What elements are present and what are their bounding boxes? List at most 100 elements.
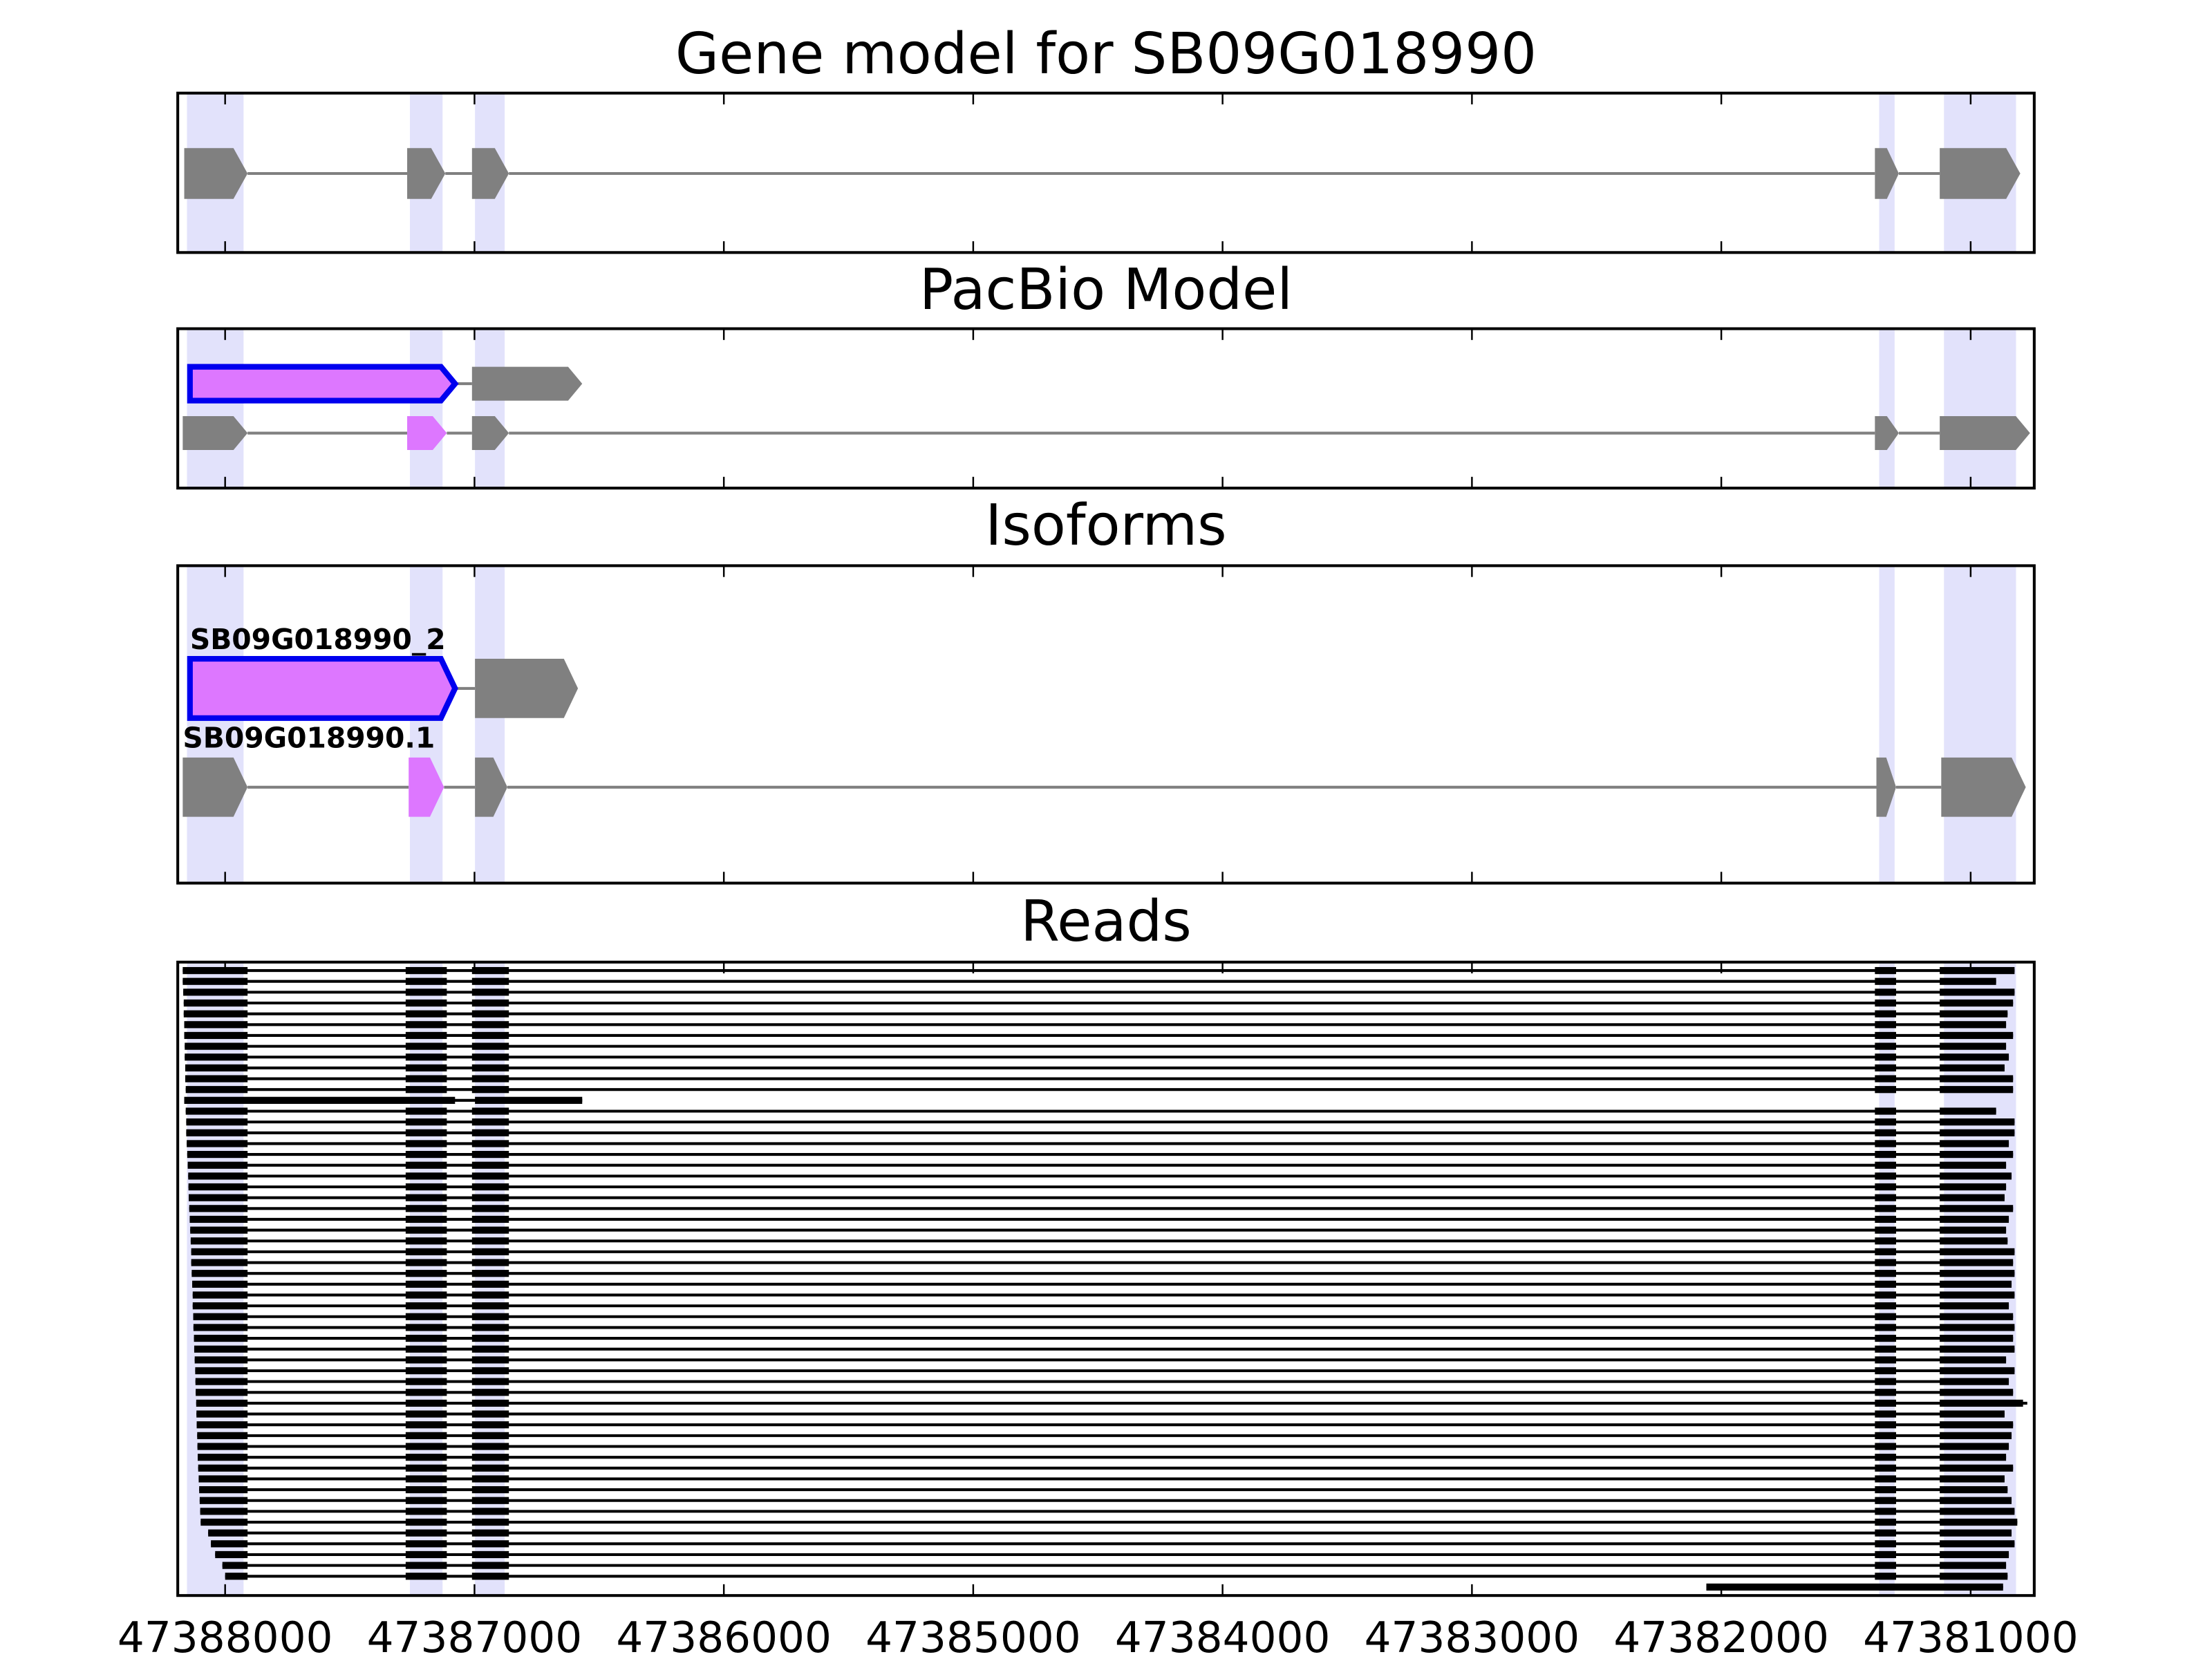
panel-frame	[176, 960, 2036, 1597]
read-block	[1875, 1389, 1897, 1396]
read-block	[471, 1215, 509, 1224]
read-block	[185, 1053, 248, 1061]
read-block	[200, 1518, 248, 1526]
read-block	[1940, 1064, 2005, 1071]
read-block	[198, 1464, 248, 1472]
read-block	[1875, 1356, 1897, 1364]
read-block	[1875, 1270, 1897, 1277]
read-block	[405, 1226, 447, 1234]
read-block	[471, 1486, 509, 1494]
read-block	[1940, 1291, 2015, 1299]
read-block	[471, 1529, 509, 1537]
read-block	[1940, 1075, 2014, 1082]
panel-title: PacBio Model	[919, 257, 1293, 323]
read-block	[1875, 1334, 1897, 1342]
read-block	[471, 999, 509, 1007]
read-block	[1875, 1205, 1897, 1212]
x-tick-label: 47387000	[367, 1613, 583, 1659]
read-block	[405, 1432, 447, 1439]
read-block	[187, 1140, 248, 1147]
read-block	[225, 1573, 248, 1580]
read-block	[184, 1096, 456, 1104]
read-block	[1940, 1356, 2007, 1364]
read-block	[1875, 1464, 1897, 1472]
read-block	[1940, 1497, 2012, 1504]
read-block	[1940, 1324, 2015, 1331]
read-block	[1940, 1194, 2005, 1201]
read-block	[1875, 1237, 1897, 1245]
read-block	[471, 1443, 509, 1450]
read-block	[1875, 1183, 1897, 1191]
read-block	[1875, 1573, 1897, 1580]
read-block	[208, 1529, 248, 1537]
read-block	[182, 977, 248, 985]
read-block	[471, 1475, 509, 1483]
read-block	[1940, 1150, 2014, 1159]
read-block	[1940, 1205, 2014, 1212]
read-block	[211, 1540, 248, 1548]
read-block	[471, 1410, 509, 1418]
read-block	[1875, 988, 1897, 996]
panel-frame	[176, 327, 2036, 490]
read-block	[471, 1367, 509, 1375]
read-block	[1875, 1031, 1897, 1040]
read-block	[405, 999, 447, 1007]
read-block	[184, 1031, 248, 1040]
read-block	[471, 1291, 509, 1299]
exon	[471, 416, 509, 451]
read-block	[405, 1021, 447, 1029]
read-block	[1875, 1378, 1897, 1385]
read-block	[1875, 1313, 1897, 1320]
read-block	[471, 1562, 509, 1569]
read-block	[471, 1345, 509, 1353]
read-block	[1875, 1161, 1897, 1169]
read-block	[405, 1053, 447, 1061]
read-block	[1940, 1259, 2014, 1266]
read-block	[471, 1508, 509, 1515]
read-block	[471, 1280, 509, 1288]
exon	[1875, 148, 1899, 199]
read-block	[1940, 1031, 2014, 1040]
read-block	[405, 1205, 447, 1212]
read-block	[405, 1356, 447, 1364]
read-block	[471, 1075, 509, 1082]
x-tick-label: 47381000	[1863, 1613, 2079, 1659]
read-block	[405, 1389, 447, 1396]
exon	[182, 757, 248, 817]
exon-highlight	[1879, 328, 1895, 489]
read-block	[198, 1475, 248, 1483]
read-block	[405, 1291, 447, 1299]
read-block	[1940, 1562, 2007, 1569]
read-block	[405, 1259, 447, 1266]
read-block	[1940, 1021, 2007, 1029]
read-block	[405, 988, 447, 996]
read-block	[471, 1464, 509, 1472]
read-block	[197, 1443, 248, 1450]
read-block	[222, 1562, 248, 1569]
read-block	[1940, 1226, 2007, 1234]
read-block	[1940, 966, 2015, 975]
read-block	[471, 1324, 509, 1331]
read-block	[1940, 1573, 2008, 1580]
isoform-label: SB09G018990.1	[182, 722, 435, 755]
read-block	[1940, 1172, 2012, 1180]
read-block	[405, 1042, 447, 1050]
exon	[187, 655, 458, 721]
exon	[475, 757, 508, 817]
read-block	[1875, 1550, 1897, 1559]
read-block	[192, 1291, 248, 1299]
read-block	[405, 1248, 447, 1255]
read-block	[471, 1183, 509, 1191]
read-block	[1875, 1324, 1897, 1331]
read-block	[405, 1031, 447, 1040]
read-block	[193, 1313, 248, 1320]
panel-title: Reads	[1020, 889, 1192, 955]
read-block	[1875, 1421, 1897, 1429]
read-block	[189, 1205, 248, 1212]
read-block	[1875, 1443, 1897, 1450]
exon-highlight	[409, 328, 443, 489]
read-block	[471, 1042, 509, 1050]
read-block	[405, 1194, 447, 1201]
read-block	[471, 1550, 509, 1559]
